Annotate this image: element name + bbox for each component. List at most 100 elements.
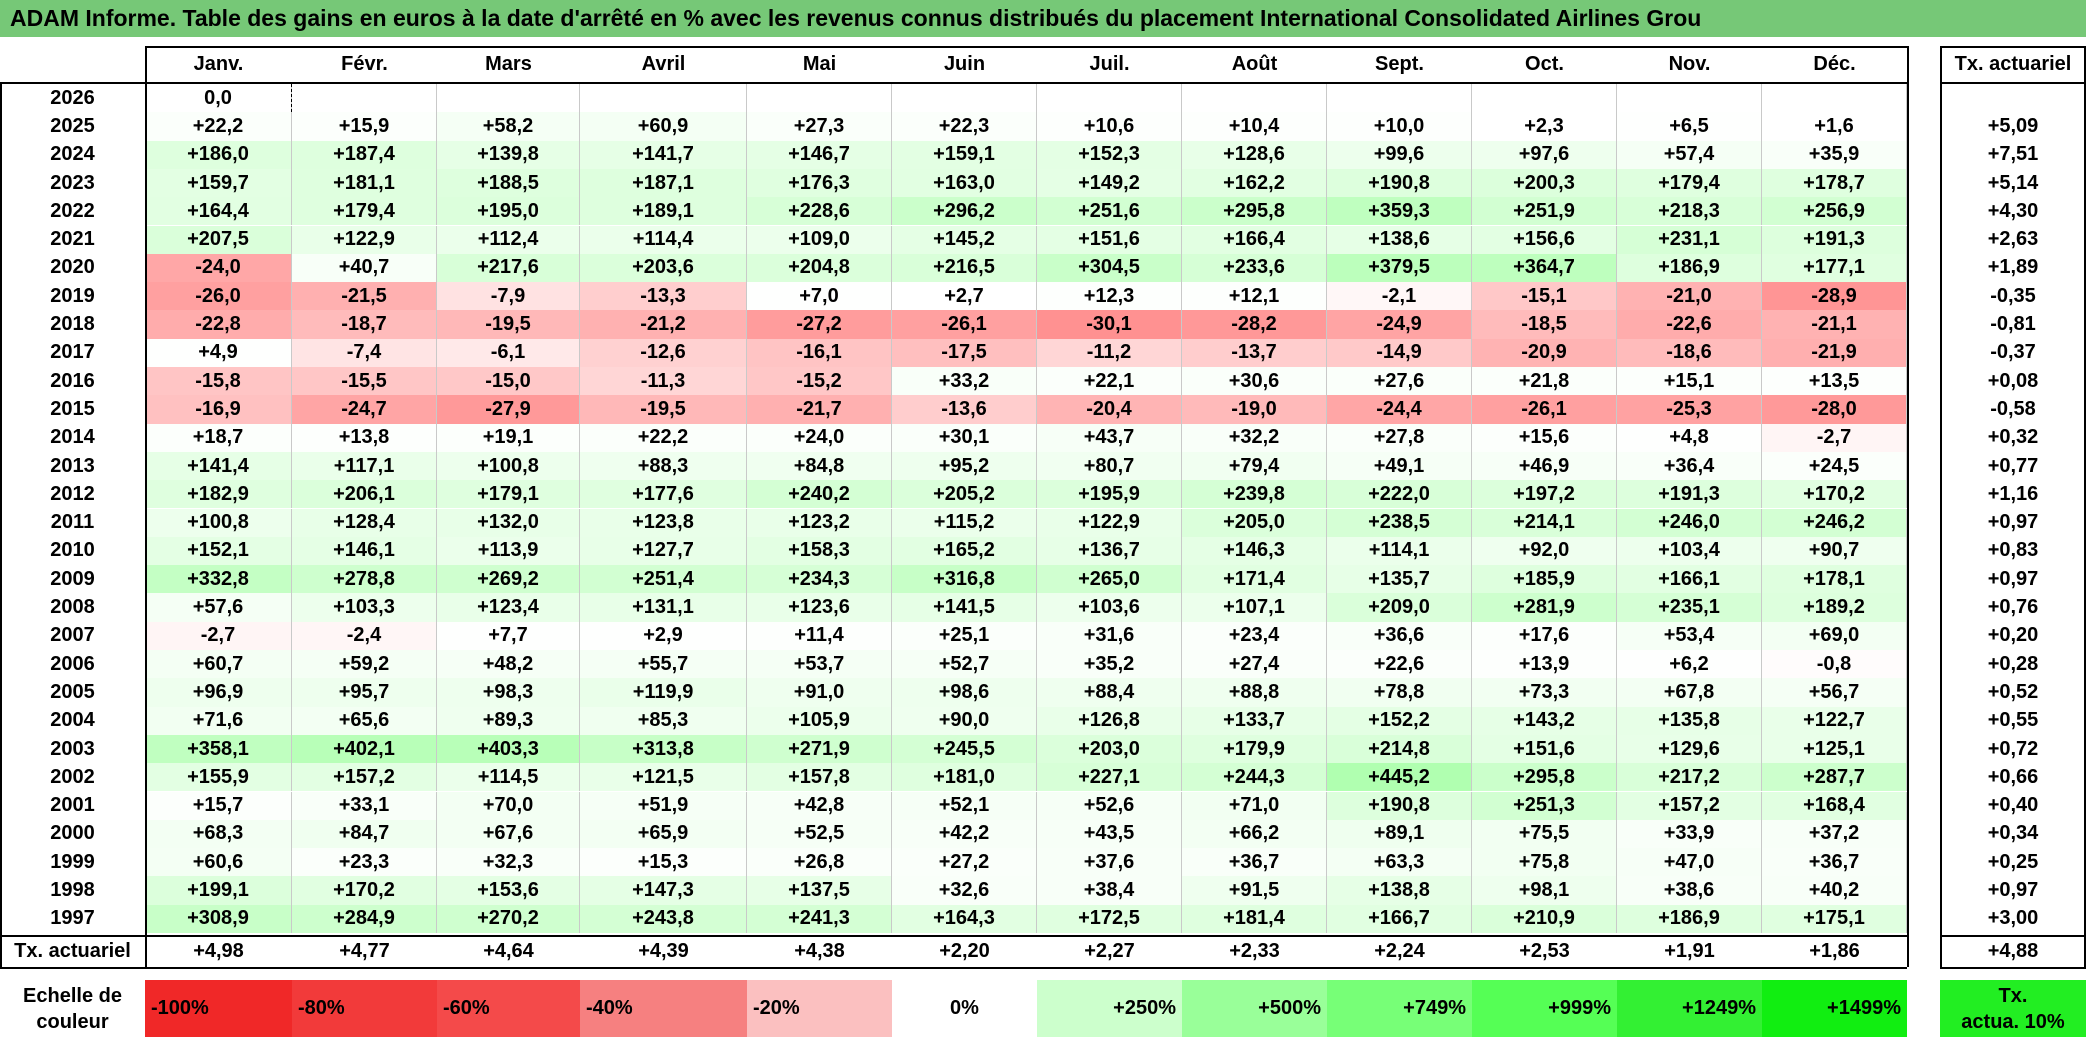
heatmap-cell: +179,4: [292, 197, 437, 226]
row-tx-actuariel: +5,09: [1987, 114, 2039, 137]
color-scale-tx-line1: Tx.: [1998, 984, 2028, 1007]
color-scale-stop: -80%: [292, 980, 437, 1037]
footer-top-border: [0, 935, 1907, 937]
heatmap-cell: +177,1: [1762, 253, 1907, 283]
color-scale-stop: +250%: [1037, 980, 1182, 1037]
heatmap-cell: -21,7: [747, 395, 892, 424]
heatmap-cell: +47,0: [1617, 848, 1762, 877]
heatmap-cell: +189,1: [580, 197, 747, 226]
heatmap-cell: +98,6: [892, 678, 1037, 707]
row-year-label: 2002: [50, 765, 95, 788]
heatmap-cell: +235,1: [1617, 593, 1762, 622]
heatmap-cell: +179,9: [1182, 734, 1327, 764]
row-year-label: 2011: [50, 511, 95, 534]
footer-tx-value: +4,77: [339, 939, 390, 962]
heatmap-cell: -20,9: [1472, 338, 1617, 367]
heatmap-cell: +122,9: [1037, 508, 1182, 537]
heatmap-cell: +203,0: [1037, 734, 1182, 764]
heatmap-cell: +25,1: [892, 621, 1037, 650]
row-tx-actuariel: [1940, 84, 2086, 112]
heatmap-cell: +103,3: [292, 593, 437, 622]
empty-cell: [1617, 84, 1762, 113]
empty-cell: [1037, 84, 1182, 113]
empty-cell: [892, 84, 1037, 113]
heatmap-cell: +126,8: [1037, 706, 1182, 735]
row-tx-actuariel: +0,66: [1987, 765, 2039, 788]
heatmap-cell: +23,4: [1182, 621, 1327, 650]
heatmap-cell: +195,0: [437, 197, 580, 226]
heatmap-cell: -21,2: [580, 310, 747, 339]
color-scale-stop: +999%: [1472, 980, 1617, 1037]
heatmap-cell: -20,4: [1037, 395, 1182, 424]
heatmap-cell: -24,9: [1327, 310, 1472, 339]
heatmap-cell: +281,9: [1472, 593, 1617, 622]
heatmap-cell: +121,5: [580, 763, 747, 792]
row-year-label: 2007: [50, 624, 95, 647]
heatmap-cell: +55,7: [580, 650, 747, 679]
heatmap-cell: +78,8: [1327, 678, 1472, 707]
heatmap-cell: +90,0: [892, 706, 1037, 735]
heatmap-cell: +284,9: [292, 904, 437, 933]
heatmap-cell: +251,4: [580, 565, 747, 594]
heatmap-cell: +68,3: [145, 819, 292, 849]
heatmap-cell: +270,2: [437, 904, 580, 933]
heatmap-cell: +4,8: [1617, 423, 1762, 452]
row-year-label: 2001: [50, 794, 95, 817]
heatmap-cell: +217,6: [437, 253, 580, 283]
month-header: Sept.: [1375, 52, 1424, 75]
heatmap-cell: +89,3: [437, 706, 580, 735]
heatmap-cell: +190,8: [1327, 791, 1472, 820]
heatmap-cell: +112,4: [437, 225, 580, 254]
heatmap-cell: -21,5: [292, 282, 437, 311]
empty-cell: [292, 84, 437, 113]
heatmap-cell: -15,0: [437, 367, 580, 396]
color-scale-tx-line2: actua. 10%: [1961, 1010, 2065, 1033]
heatmap-cell: +114,4: [580, 225, 747, 254]
color-scale-stop: 0%: [892, 980, 1037, 1037]
heatmap-cell: +24,0: [747, 423, 892, 452]
row-tx-actuariel: +1,89: [1987, 256, 2039, 279]
heatmap-cell: +186,9: [1617, 253, 1762, 283]
color-scale-label: Echelle de couleur: [0, 980, 145, 1037]
heatmap-cell: +308,9: [145, 904, 292, 933]
heatmap-cell: +143,2: [1472, 706, 1617, 735]
color-scale-stop: +500%: [1182, 980, 1327, 1037]
row-year-label: 2012: [50, 482, 95, 505]
heatmap-cell: +141,7: [580, 140, 747, 169]
heatmap-cell: +295,8: [1472, 763, 1617, 792]
heatmap-cell: -2,4: [292, 621, 437, 650]
heatmap-cell: -26,1: [1472, 395, 1617, 424]
heatmap-cell: +123,4: [437, 593, 580, 622]
heatmap-cell: +125,1: [1762, 734, 1907, 764]
footer-tx-value: +2,24: [1374, 939, 1425, 962]
row-year-label: 1998: [50, 879, 95, 902]
heatmap-cell: -13,3: [580, 282, 747, 311]
heatmap-cell: +84,7: [292, 819, 437, 849]
heatmap-cell: +128,6: [1182, 140, 1327, 169]
row-year-label: 2024: [50, 143, 95, 166]
heatmap-cell: +22,6: [1327, 650, 1472, 679]
heatmap-cell: +181,1: [292, 168, 437, 198]
heatmap-cell: +38,6: [1617, 876, 1762, 905]
heatmap-cell: -18,6: [1617, 338, 1762, 367]
heatmap-cell: +56,7: [1762, 678, 1907, 707]
heatmap-cell: -22,6: [1617, 310, 1762, 339]
row-tx-actuariel: +0,97: [1987, 511, 2039, 534]
heatmap-cell: +90,7: [1762, 536, 1907, 566]
heatmap-cell: +15,9: [292, 112, 437, 141]
row-year-label: 2008: [50, 596, 95, 619]
heatmap-cell: +214,1: [1472, 508, 1617, 537]
heatmap-cell: +60,9: [580, 112, 747, 141]
heatmap-cell: +22,3: [892, 112, 1037, 141]
month-header: Janv.: [193, 52, 244, 75]
heatmap-cell: +136,7: [1037, 536, 1182, 566]
heatmap-cell: +151,6: [1472, 734, 1617, 764]
heatmap-cell: +2,7: [892, 282, 1037, 311]
heatmap-cell: +146,1: [292, 536, 437, 566]
heatmap-cell: +359,3: [1327, 197, 1472, 226]
row-tx-actuariel: -0,81: [1990, 313, 2036, 336]
color-scale-stop: +1249%: [1617, 980, 1762, 1037]
heatmap-cell: +166,1: [1617, 565, 1762, 594]
heatmap-cell: +216,5: [892, 253, 1037, 283]
